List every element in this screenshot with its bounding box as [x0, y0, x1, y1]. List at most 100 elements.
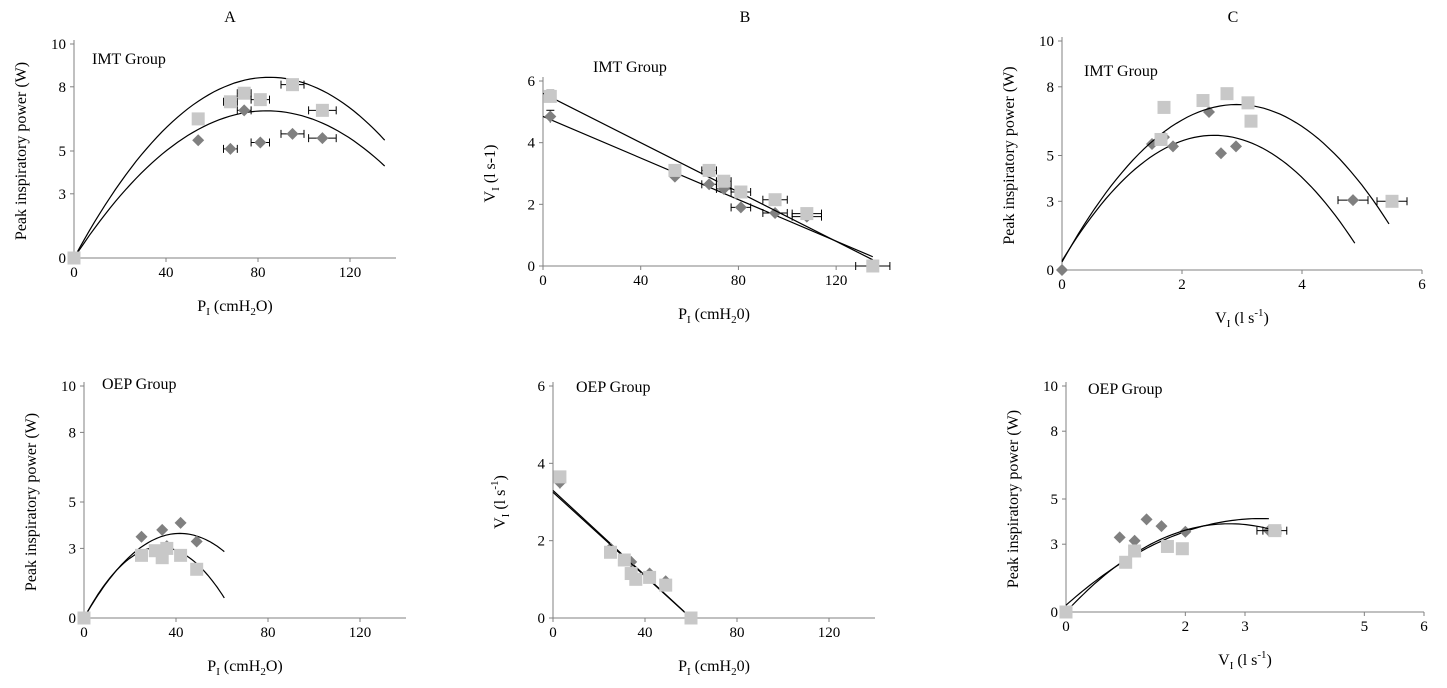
data-point-diamond [286, 127, 299, 140]
y-tick-label: 0 [538, 611, 546, 627]
y-tick-label: 5 [59, 144, 67, 160]
data-point-square [800, 207, 814, 221]
data-point-square [604, 545, 617, 559]
data-point-square [67, 251, 81, 265]
data-point-square [1119, 555, 1133, 569]
data-point-square [1220, 87, 1234, 101]
x-tick-label: 2 [1182, 619, 1190, 635]
panel-title: IMT Group [92, 51, 166, 68]
fit-curve-0 [1061, 134, 1356, 262]
data-point-square [190, 562, 204, 576]
data-point-square [1157, 100, 1171, 114]
y-tick-label: 3 [59, 187, 67, 203]
data-point-square [174, 548, 188, 562]
y-tick-label: 0 [1051, 605, 1059, 621]
y-tick-label: 8 [1047, 80, 1055, 96]
data-point-diamond [544, 110, 557, 123]
data-point-diamond [1215, 147, 1227, 160]
y-tick-label: 0 [69, 611, 77, 627]
data-point-square [617, 553, 631, 567]
x-tick-label: 40 [638, 625, 653, 641]
x-axis-label: PI (cmH20) [678, 658, 750, 678]
x-tick-label: 120 [349, 625, 372, 641]
data-point-square [1268, 524, 1282, 538]
data-point-square [253, 93, 267, 107]
y-tick-label: 6 [538, 379, 546, 395]
column-label-a: A [224, 9, 236, 26]
data-point-diamond [1128, 534, 1141, 547]
data-point-diamond [135, 530, 148, 543]
data-point-diamond [238, 104, 251, 117]
data-point-square [629, 572, 643, 586]
data-point-square [1128, 544, 1142, 558]
data-point-diamond [1167, 140, 1179, 153]
data-point-diamond [192, 134, 205, 147]
data-point-diamond [703, 178, 716, 191]
data-point-square [1154, 132, 1168, 146]
data-point-square [668, 163, 682, 177]
panel-title: OEP Group [102, 376, 177, 393]
x-tick-label: 0 [80, 625, 88, 641]
data-point-square [77, 611, 91, 625]
x-tick-label: 120 [818, 625, 841, 641]
x-tick-label: 0 [70, 265, 78, 281]
fit-curve-1 [1065, 523, 1278, 613]
data-point-diamond [254, 136, 267, 149]
panel-title: OEP Group [576, 379, 651, 396]
y-tick-label: 5 [69, 495, 77, 511]
y-tick-label: 0 [1047, 263, 1055, 279]
x-tick-label: 80 [261, 625, 276, 641]
y-axis-label: VI (l s-1) [489, 475, 512, 529]
x-tick-label: 120 [339, 265, 362, 281]
data-point-square [286, 78, 299, 92]
y-tick-label: 10 [1043, 379, 1058, 395]
y-tick-label: 6 [528, 74, 536, 90]
x-tick-label: 6 [1418, 277, 1426, 293]
x-tick-label: 6 [1420, 619, 1428, 635]
column-label-b: B [740, 9, 751, 26]
data-point-diamond [316, 132, 329, 145]
data-point-diamond [1140, 513, 1153, 526]
fit-curve-1 [1061, 103, 1390, 263]
chart-panel-0: 0 40 80 120 0 3 5 8 10 IMT Group PI (cmH2O) Peak in… [13, 37, 396, 318]
y-tick-label: 4 [538, 456, 546, 472]
data-point-square [734, 185, 748, 199]
x-tick-label: 80 [251, 265, 266, 281]
data-point-diamond [1347, 194, 1359, 207]
chart-panel-2: 0 2 4 6 0 3 5 8 10 IMT Group VI (l s-1) Peak inspir… [1001, 34, 1426, 330]
data-point-diamond [1155, 520, 1168, 533]
y-tick-label: 4 [528, 136, 536, 152]
data-point-diamond [769, 206, 782, 219]
x-tick-label: 80 [731, 273, 746, 289]
x-tick-label: 2 [1178, 277, 1186, 293]
x-tick-label: 0 [1058, 277, 1066, 293]
data-point-square [684, 611, 698, 625]
x-tick-label: 40 [633, 273, 648, 289]
y-tick-label: 10 [51, 37, 66, 53]
y-axis-label: Peak inspiratory power (W) [13, 62, 30, 240]
y-axis-label: VI (l s-1) [482, 145, 502, 203]
data-point-diamond [1056, 264, 1068, 276]
x-axis-label: PI (cmH20) [678, 306, 750, 326]
y-tick-label: 5 [1051, 492, 1059, 508]
data-point-diamond [190, 535, 203, 548]
x-tick-label: 80 [730, 625, 745, 641]
y-axis-label: Peak inspiratory power (W) [1005, 410, 1022, 588]
data-point-square [643, 570, 657, 584]
y-tick-label: 0 [59, 251, 67, 267]
x-tick-label: 0 [539, 273, 547, 289]
data-point-square [1175, 542, 1189, 556]
fit-curve-0 [73, 110, 386, 259]
data-point-diamond [174, 516, 187, 529]
x-tick-label: 40 [169, 625, 184, 641]
y-tick-label: 8 [1051, 424, 1059, 440]
panel-title: OEP Group [1088, 381, 1163, 398]
y-tick-label: 5 [1047, 149, 1055, 165]
column-label-c: C [1228, 9, 1239, 26]
data-point-square [1244, 114, 1258, 128]
y-tick-label: 0 [528, 259, 536, 275]
y-tick-label: 2 [528, 197, 536, 213]
data-point-square [1196, 94, 1210, 108]
